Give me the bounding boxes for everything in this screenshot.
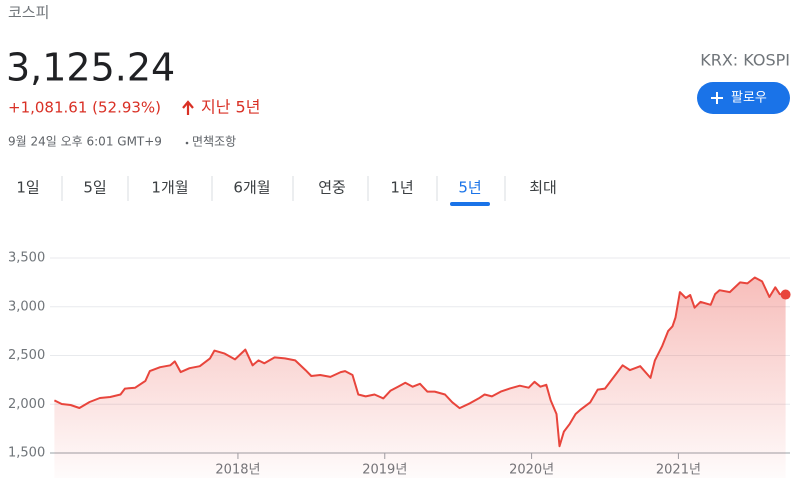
line [53, 276, 786, 448]
range-tab[interactable]: 5년 [458, 179, 481, 197]
up-arrow [182, 100, 194, 115]
index-name: 코스피 [8, 4, 49, 22]
range-tab[interactable]: 연중 [318, 179, 346, 197]
exchange: KRX: KOSPI [700, 51, 790, 70]
range-tab[interactable]: 1개월 [151, 179, 188, 197]
follow-button[interactable]: 팔로우 [697, 82, 790, 114]
tab-underline [450, 202, 490, 206]
y-tick-label: 3,500 [8, 251, 45, 266]
separator-dot [185, 141, 189, 145]
area [54, 277, 786, 478]
y-tick-label: 2,500 [8, 348, 45, 363]
chart: 1,5002,0002,5003,0003,5002018년2019년2020년… [8, 251, 791, 478]
follow-button-bg [697, 82, 790, 114]
price: 3,125.24 [6, 46, 175, 90]
range-tab[interactable]: 6개월 [233, 179, 270, 197]
follow-label: 팔로우 [731, 91, 767, 106]
y-tick-label: 2,000 [8, 397, 45, 412]
range-tab[interactable]: 1년 [390, 179, 413, 197]
timestamp: 9월 24일 오후 6:01 GMT+9 [8, 135, 162, 149]
y-tick-label: 1,500 [8, 446, 45, 461]
range-tab[interactable]: 최대 [529, 179, 557, 197]
period: 지난 5년 [201, 98, 260, 117]
disclaimer[interactable]: 면책조항 [192, 134, 236, 149]
range-tab[interactable]: 1일 [16, 179, 39, 197]
range-tab[interactable]: 5일 [83, 179, 106, 197]
range-tabs: 1일 5일 1개월 6개월 연중 1년 5년 최대 [16, 176, 557, 206]
last-point [780, 289, 791, 300]
change: +1,081.61 (52.93%) [8, 99, 161, 117]
plus-icon [711, 92, 723, 104]
y-tick-label: 3,000 [8, 299, 45, 314]
